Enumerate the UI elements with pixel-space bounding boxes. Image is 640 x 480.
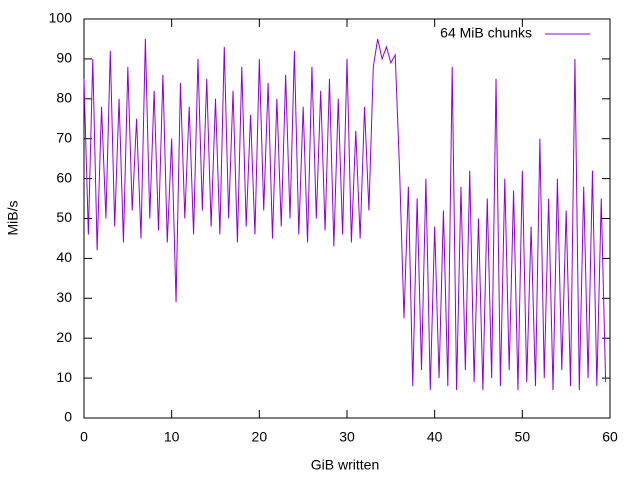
x-axis-label: GiB written: [311, 457, 379, 473]
y-tick-label: 10: [56, 369, 72, 385]
x-tick-label: 30: [339, 429, 355, 445]
x-tick-label: 40: [427, 429, 443, 445]
y-tick-label: 100: [49, 10, 73, 26]
y-axis-label: MiB/s: [5, 201, 21, 236]
y-tick-label: 50: [56, 209, 72, 225]
y-tick-label: 90: [56, 50, 72, 66]
x-tick-label: 50: [515, 429, 531, 445]
y-tick-label: 80: [56, 90, 72, 106]
x-tick-label: 20: [252, 429, 268, 445]
y-tick-label: 0: [64, 409, 72, 425]
y-tick-label: 40: [56, 249, 72, 265]
x-tick-label: 0: [80, 429, 88, 445]
x-tick-label: 10: [164, 429, 180, 445]
legend-label: 64 MiB chunks: [440, 25, 532, 41]
y-tick-label: 20: [56, 329, 72, 345]
y-tick-label: 60: [56, 169, 72, 185]
x-tick-label: 60: [602, 429, 618, 445]
y-tick-label: 30: [56, 289, 72, 305]
data-line: [83, 38, 607, 391]
y-tick-label: 70: [56, 129, 72, 145]
